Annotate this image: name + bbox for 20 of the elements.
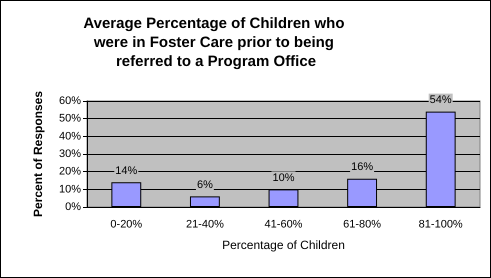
x-tick-label: 81-100% (418, 218, 463, 230)
x-tick-label: 21-40% (186, 218, 224, 230)
y-tick-label: 50% (58, 112, 82, 125)
data-label: 10% (272, 172, 295, 184)
data-label: 6% (196, 178, 214, 191)
y-tick-label: 40% (58, 130, 82, 142)
x-axis-title: Percentage of Children (222, 238, 345, 252)
x-tick-label: 41-60% (264, 218, 303, 230)
y-tick-label: 60% (58, 95, 82, 107)
data-label: 16% (351, 161, 374, 174)
x-tick-label: 61-80% (343, 218, 382, 230)
y-tick-label: 20% (58, 166, 82, 178)
chart-title: Average Percentage of Children who were in Foster Care prior to being referred to a Program Office (83, 15, 349, 70)
y-tick-label: 0% (65, 201, 82, 213)
y-tick-label: 30% (58, 148, 82, 160)
y-tick-label: 10% (58, 183, 82, 196)
data-label: 14% (115, 164, 138, 177)
data-label: 54% (430, 94, 452, 106)
x-tick-label: 0-20% (110, 218, 142, 230)
y-axis-title: Percent of Responses (31, 90, 45, 218)
